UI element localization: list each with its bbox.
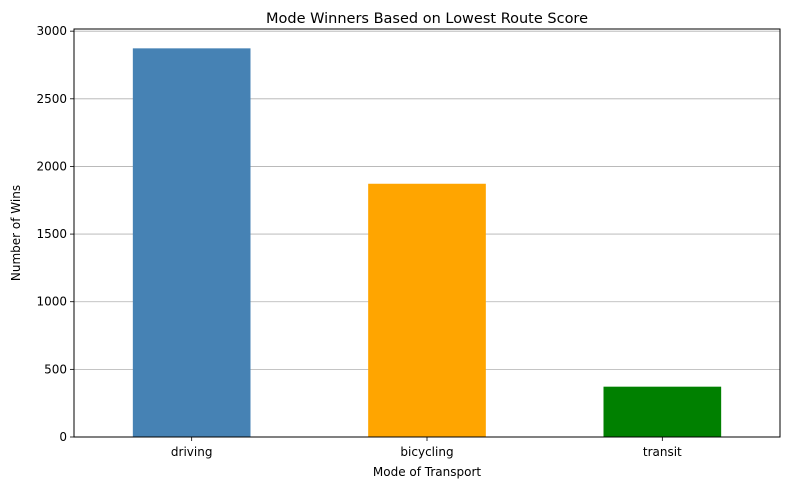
bar-transit <box>603 386 722 437</box>
x-axis-ticks: driving bicycling transit <box>171 437 682 459</box>
y-tick-label: 1500 <box>36 227 67 241</box>
x-tick-label-driving: driving <box>171 445 213 459</box>
chart-title: Mode Winners Based on Lowest Route Score <box>266 11 588 27</box>
x-tick-label-bicycling: bicycling <box>400 445 453 459</box>
bars <box>132 48 722 438</box>
y-tick-label: 3000 <box>36 24 67 38</box>
bar-bicycling <box>368 183 486 437</box>
y-tick-label: 2000 <box>36 159 67 173</box>
x-tick-label-transit: transit <box>643 445 682 459</box>
y-tick-label: 1000 <box>36 295 67 309</box>
y-tick-label: 2500 <box>36 92 67 106</box>
y-tick-label: 0 <box>59 430 67 444</box>
y-axis-label: Number of Wins <box>9 185 23 281</box>
bar-driving <box>132 48 251 438</box>
y-tick-label: 500 <box>44 362 67 376</box>
y-axis-ticks: 0 500 1000 1500 2000 2500 3000 <box>36 24 74 444</box>
x-axis-label: Mode of Transport <box>373 465 481 479</box>
